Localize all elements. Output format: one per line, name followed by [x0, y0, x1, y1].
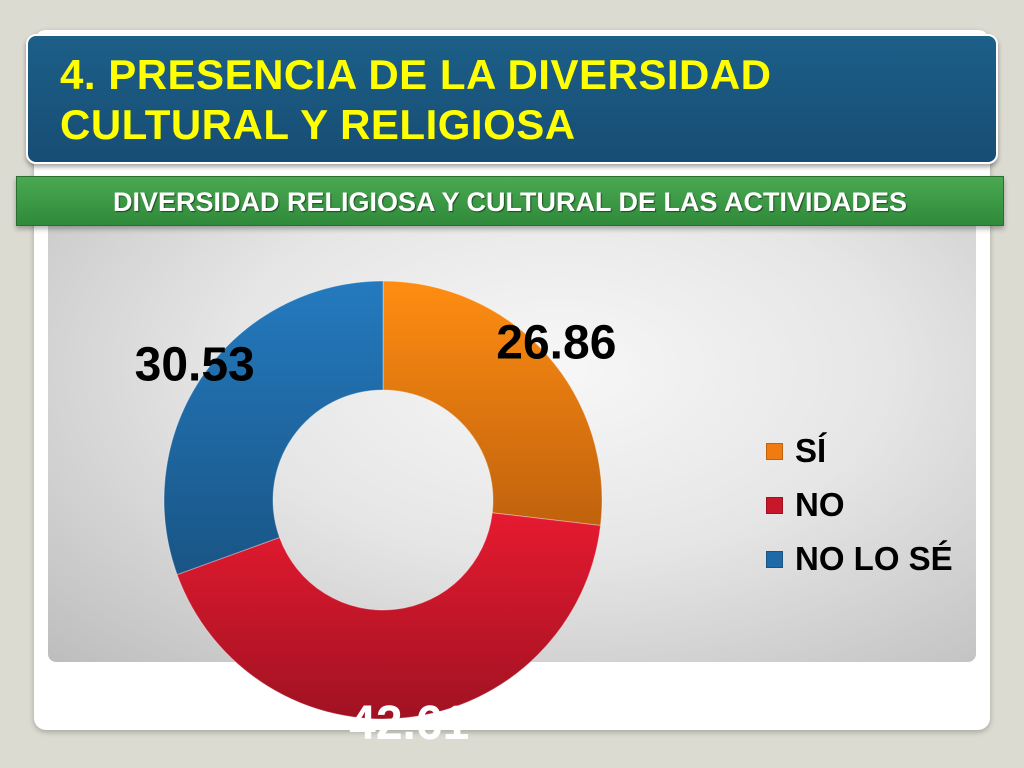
legend-label-si: SÍ	[795, 432, 827, 469]
legend-label-no: NO	[795, 486, 845, 523]
legend-item-si: SÍ	[766, 424, 1006, 478]
chart-title-bar: DIVERSIDAD RELIGIOSA Y CULTURAL DE LAS A…	[16, 176, 1004, 226]
legend-item-no-lo-se: NO LO SÉ	[766, 532, 1006, 586]
legend-swatch-no	[766, 496, 783, 514]
legend-label-no-lo-se: NO LO SÉ	[795, 540, 953, 577]
page-title: 4. PRESENCIA DE LA DIVERSIDAD CULTURAL Y…	[60, 50, 980, 150]
legend-swatch-si	[766, 442, 783, 460]
slice-si	[382, 280, 603, 527]
title-line-2: CULTURAL Y RELIGIOSA	[60, 101, 576, 148]
legend-item-no: NO	[766, 478, 1006, 532]
slice-no-lo-se	[163, 280, 384, 576]
title-bar: 4. PRESENCIA DE LA DIVERSIDAD CULTURAL Y…	[26, 34, 998, 164]
chart-legend: SÍ NO NO LO SÉ	[766, 424, 1006, 586]
data-label-no: 42.61	[349, 697, 469, 750]
data-label-si: 26.86	[496, 316, 616, 369]
slice-no	[176, 512, 602, 720]
chart-title: DIVERSIDAD RELIGIOSA Y CULTURAL DE LAS A…	[112, 187, 908, 217]
title-line-1: 4. PRESENCIA DE LA DIVERSIDAD	[60, 51, 772, 98]
legend-swatch-no-lo-se	[766, 550, 783, 568]
data-label-no-lo-se: 30.53	[135, 339, 255, 392]
